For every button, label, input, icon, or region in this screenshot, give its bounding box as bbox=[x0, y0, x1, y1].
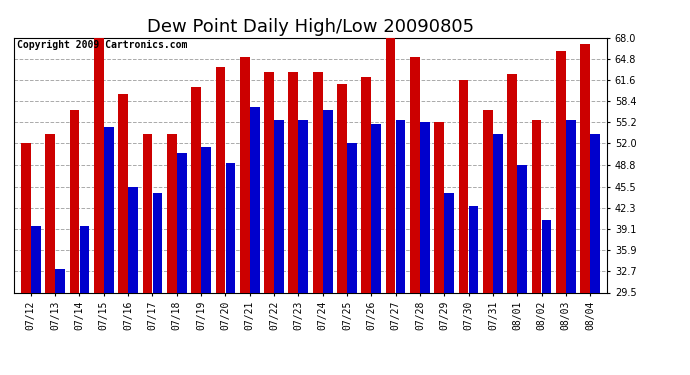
Bar bbox=[226, 164, 235, 375]
Bar bbox=[435, 122, 444, 375]
Bar bbox=[444, 193, 454, 375]
Bar bbox=[79, 226, 89, 375]
Bar bbox=[240, 57, 250, 375]
Bar bbox=[191, 87, 201, 375]
Bar bbox=[532, 120, 542, 375]
Bar bbox=[386, 38, 395, 375]
Bar bbox=[167, 134, 177, 375]
Title: Dew Point Daily High/Low 20090805: Dew Point Daily High/Low 20090805 bbox=[147, 18, 474, 36]
Bar bbox=[396, 120, 406, 375]
Bar bbox=[70, 110, 79, 375]
Bar bbox=[507, 74, 517, 375]
Bar bbox=[459, 80, 469, 375]
Bar bbox=[410, 57, 420, 375]
Bar bbox=[152, 193, 162, 375]
Bar bbox=[201, 147, 211, 375]
Bar bbox=[104, 127, 114, 375]
Bar bbox=[128, 186, 138, 375]
Bar bbox=[493, 134, 503, 375]
Bar bbox=[566, 120, 575, 375]
Bar bbox=[556, 51, 566, 375]
Bar bbox=[264, 72, 274, 375]
Bar bbox=[250, 107, 259, 375]
Bar bbox=[347, 144, 357, 375]
Bar bbox=[371, 124, 381, 375]
Bar bbox=[337, 84, 347, 375]
Bar bbox=[118, 94, 128, 375]
Bar bbox=[299, 120, 308, 375]
Bar bbox=[469, 206, 478, 375]
Bar bbox=[362, 77, 371, 375]
Bar bbox=[21, 144, 30, 375]
Bar bbox=[215, 67, 225, 375]
Bar bbox=[31, 226, 41, 375]
Bar bbox=[483, 110, 493, 375]
Bar bbox=[323, 110, 333, 375]
Bar bbox=[46, 134, 55, 375]
Bar bbox=[542, 220, 551, 375]
Bar bbox=[55, 269, 65, 375]
Bar bbox=[420, 122, 430, 375]
Bar bbox=[288, 72, 298, 375]
Bar bbox=[177, 153, 186, 375]
Bar bbox=[313, 72, 322, 375]
Bar bbox=[274, 120, 284, 375]
Bar bbox=[580, 44, 590, 375]
Text: Copyright 2009 Cartronics.com: Copyright 2009 Cartronics.com bbox=[17, 40, 187, 50]
Bar bbox=[143, 134, 152, 375]
Bar bbox=[518, 165, 527, 375]
Bar bbox=[591, 134, 600, 375]
Bar bbox=[94, 38, 104, 375]
